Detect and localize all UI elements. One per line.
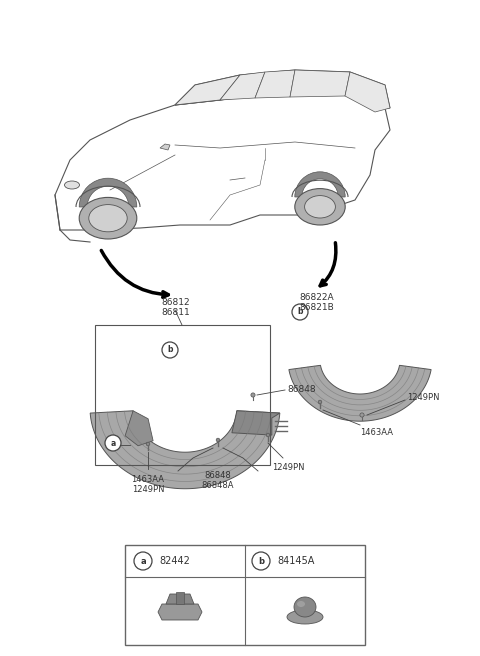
- Text: 1249PN: 1249PN: [132, 485, 164, 494]
- Circle shape: [266, 433, 270, 437]
- Ellipse shape: [294, 597, 316, 617]
- Ellipse shape: [89, 205, 127, 232]
- Polygon shape: [232, 411, 280, 435]
- Polygon shape: [255, 70, 295, 98]
- Text: 86812: 86812: [162, 298, 190, 307]
- Circle shape: [134, 552, 152, 570]
- Wedge shape: [295, 172, 345, 197]
- Ellipse shape: [305, 195, 336, 218]
- Circle shape: [251, 393, 255, 397]
- Text: 86848: 86848: [287, 386, 316, 394]
- Polygon shape: [166, 594, 194, 604]
- Circle shape: [162, 342, 178, 358]
- Polygon shape: [90, 411, 280, 489]
- Circle shape: [105, 435, 121, 451]
- Circle shape: [146, 442, 150, 446]
- Polygon shape: [125, 411, 153, 446]
- Text: b: b: [167, 346, 173, 354]
- Text: 1249PN: 1249PN: [407, 394, 440, 403]
- Wedge shape: [79, 178, 137, 207]
- Ellipse shape: [295, 189, 345, 225]
- Ellipse shape: [287, 610, 323, 624]
- Text: b: b: [258, 556, 264, 565]
- Circle shape: [360, 413, 364, 417]
- Text: 1249PN: 1249PN: [272, 463, 304, 472]
- Text: 86822A: 86822A: [300, 293, 334, 302]
- Circle shape: [252, 552, 270, 570]
- Text: a: a: [110, 438, 116, 447]
- Polygon shape: [55, 90, 390, 230]
- Text: b: b: [297, 308, 303, 316]
- Text: 86821B: 86821B: [300, 303, 335, 312]
- Bar: [125, 545, 365, 645]
- Polygon shape: [160, 144, 170, 150]
- Text: 86848A: 86848A: [202, 481, 234, 490]
- Polygon shape: [220, 72, 265, 100]
- Polygon shape: [290, 70, 350, 97]
- Ellipse shape: [79, 197, 137, 239]
- Ellipse shape: [64, 181, 80, 189]
- Text: 1463AA: 1463AA: [360, 428, 393, 437]
- Text: 86848: 86848: [204, 471, 231, 480]
- Polygon shape: [175, 70, 390, 108]
- Text: 82442: 82442: [159, 556, 190, 566]
- Polygon shape: [289, 365, 431, 421]
- Ellipse shape: [297, 601, 305, 607]
- Text: 1463AA: 1463AA: [132, 475, 165, 484]
- Polygon shape: [175, 75, 240, 105]
- Bar: [176, 592, 184, 604]
- Text: a: a: [140, 556, 146, 565]
- Circle shape: [216, 438, 220, 441]
- Bar: [95, 325, 270, 465]
- Polygon shape: [158, 604, 202, 620]
- Circle shape: [292, 304, 308, 320]
- Text: 84145A: 84145A: [277, 556, 314, 566]
- Polygon shape: [345, 72, 390, 112]
- Circle shape: [318, 400, 322, 404]
- Text: 86811: 86811: [162, 308, 191, 317]
